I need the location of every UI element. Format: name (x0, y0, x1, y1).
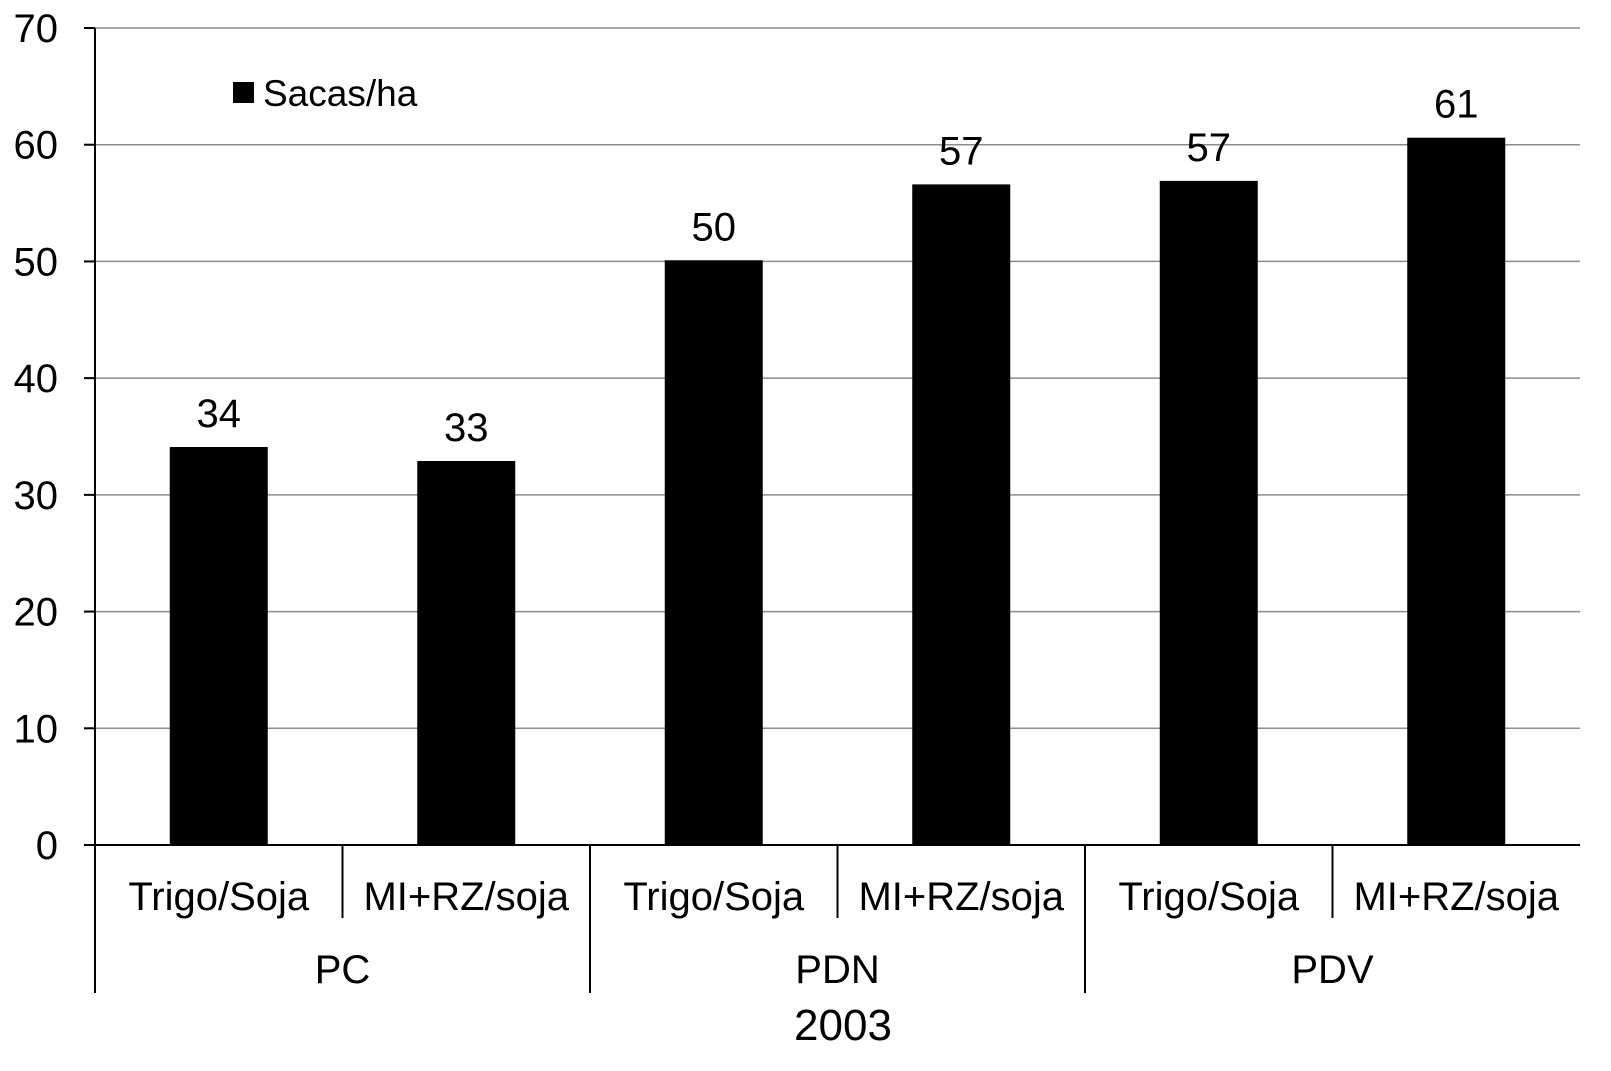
y-tick-labels: 0 10 20 30 40 50 60 70 (14, 7, 59, 868)
bar (417, 461, 516, 845)
y-tick-label: 10 (14, 707, 59, 751)
year-label: 2003 (794, 1001, 892, 1050)
bars (169, 137, 1506, 845)
data-labels: 34 33 50 57 57 61 (197, 83, 1479, 450)
category-label: MI+RZ/soja (1353, 875, 1559, 919)
y-tick-label: 70 (14, 7, 59, 51)
y-tick-label: 20 (14, 591, 59, 635)
legend-swatch (233, 82, 254, 103)
category-label: Trigo/Soja (623, 875, 805, 919)
bar (1407, 137, 1506, 845)
group-label: PDV (1291, 948, 1374, 992)
category-label: MI+RZ/soja (363, 875, 569, 919)
data-label: 34 (197, 392, 242, 436)
data-label: 57 (939, 129, 984, 173)
data-label: 61 (1434, 83, 1479, 127)
y-tick-label: 50 (14, 240, 59, 284)
data-label: 50 (692, 205, 737, 249)
category-labels: Trigo/Soja MI+RZ/soja Trigo/Soja MI+RZ/soja… (128, 875, 1559, 919)
category-label: Trigo/Soja (1118, 875, 1300, 919)
y-tick-label: 30 (14, 474, 59, 518)
group-label: PDN (795, 948, 879, 992)
category-label: Trigo/Soja (128, 875, 310, 919)
legend: Sacas/ha (233, 73, 418, 114)
bar (1159, 180, 1258, 845)
gridlines (95, 27, 1580, 730)
category-label: MI+RZ/soja (858, 875, 1064, 919)
bar (664, 260, 763, 845)
group-labels: PC PDN PDV (315, 948, 1374, 992)
y-tick-label: 40 (14, 357, 59, 401)
data-label: 33 (444, 406, 489, 450)
data-label: 57 (1187, 126, 1232, 170)
legend-label: Sacas/ha (263, 73, 418, 114)
axes (84, 27, 1580, 993)
bar (169, 447, 268, 845)
y-tick-label: 0 (36, 824, 58, 868)
y-tick-label: 60 (14, 124, 59, 168)
group-label: PC (315, 948, 371, 992)
bar (912, 184, 1011, 845)
